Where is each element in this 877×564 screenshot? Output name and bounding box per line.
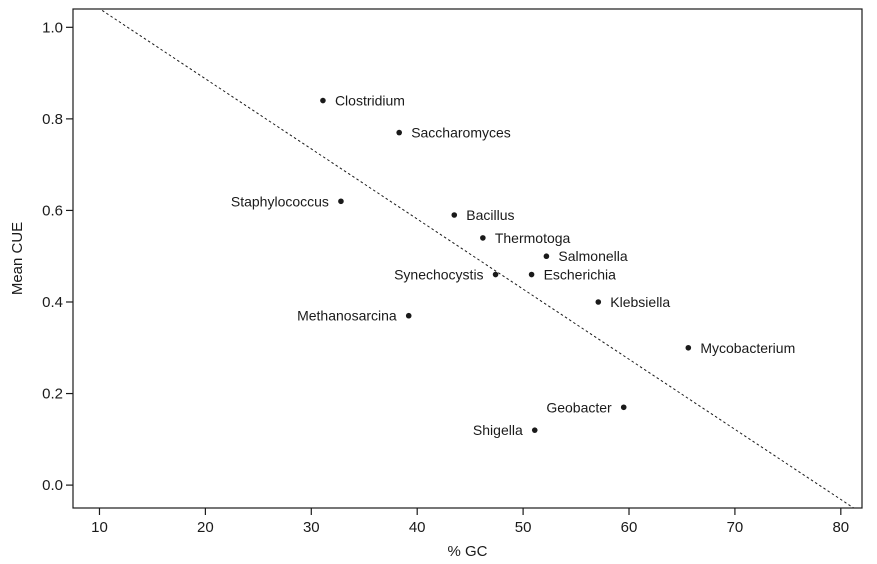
trend-line (99, 9, 855, 508)
y-tick-label: 0.8 (42, 111, 63, 128)
data-point (480, 235, 486, 241)
data-point (685, 344, 692, 351)
point-label: Bacillus (466, 207, 514, 223)
data-point (396, 129, 402, 136)
y-axis-title: Mean CUE (9, 222, 26, 295)
point-label: Synechocystis (394, 267, 483, 283)
data-point (543, 253, 550, 260)
x-tick-label: 40 (409, 519, 426, 536)
y-tick-label: 0.4 (42, 294, 63, 311)
data-point (405, 312, 412, 319)
x-tick-label: 10 (91, 519, 108, 536)
point-label: Saccharomyces (411, 125, 511, 141)
data-point (492, 271, 499, 278)
y-tick-label: 0.2 (42, 386, 63, 403)
point-label: Mycobacterium (700, 340, 795, 356)
data-point (338, 198, 344, 205)
point-label: Geobacter (546, 399, 612, 415)
y-tick-label: 1.0 (42, 19, 63, 36)
point-label: Klebsiella (610, 294, 670, 310)
data-point (531, 427, 538, 433)
plot-frame (72, 8, 863, 509)
x-tick-label: 30 (303, 519, 320, 536)
y-tick-label: 0.6 (42, 202, 63, 219)
point-label: Staphylococcus (231, 193, 329, 209)
x-tick-label: 60 (621, 519, 638, 536)
point-label: Salmonella (558, 248, 627, 264)
data-point (528, 271, 535, 278)
y-axis: 0.0 0.2 0.4 0.6 0.8 1.0 (42, 19, 73, 494)
point-label: Methanosarcina (297, 308, 397, 324)
x-tick-label: 20 (197, 519, 214, 536)
point-label: Clostridium (335, 93, 405, 109)
data-point (595, 299, 602, 305)
data-point (620, 404, 627, 411)
trend-line-layer (99, 9, 855, 508)
point-label: Thermotoga (495, 230, 571, 246)
x-tick-label: 70 (727, 519, 744, 536)
plot-border (72, 8, 863, 509)
data-points: Clostridium Saccharomyces Staphylococcus Ba… (231, 93, 795, 439)
data-point (320, 97, 326, 104)
point-label: Shigella (473, 422, 523, 438)
data-point (451, 212, 458, 218)
x-axis-title: % GC (447, 543, 487, 560)
x-tick-label: 50 (515, 519, 532, 536)
y-tick-label: 0.0 (42, 477, 63, 494)
point-label: Escherichia (544, 267, 617, 283)
x-tick-label: 80 (832, 519, 849, 536)
x-axis: 10 20 30 40 50 60 70 80 (91, 508, 849, 536)
